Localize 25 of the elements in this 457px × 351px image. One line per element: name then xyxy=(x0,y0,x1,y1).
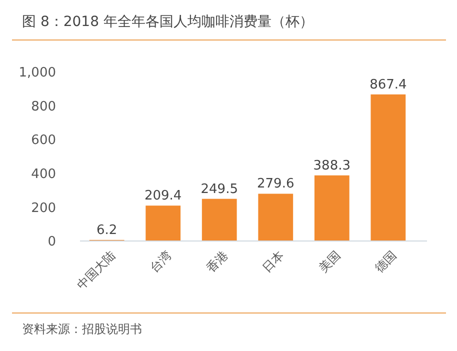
y-tick-label: 800 xyxy=(31,99,56,114)
data-label: 279.6 xyxy=(257,176,294,192)
y-tick-label: 1,000 xyxy=(18,66,56,81)
data-label: 6.2 xyxy=(96,222,118,238)
x-tick-label: 日本 xyxy=(260,248,287,276)
bar xyxy=(202,198,237,241)
bar xyxy=(314,175,350,241)
data-label: 209.4 xyxy=(144,188,182,204)
chart-title: 图 8：2018 年全年各国人均咖啡消费量（杯） xyxy=(22,14,314,30)
data-label: 249.5 xyxy=(200,182,238,197)
x-tick-label: 德国 xyxy=(372,248,400,276)
x-tick-label: 香港 xyxy=(204,248,230,276)
text: 资料来源：招股说明书 xyxy=(22,322,142,336)
bar xyxy=(146,206,181,241)
x-tick-label: 美国 xyxy=(316,248,343,276)
y-tick-label: 200 xyxy=(31,200,56,216)
x-tick-label: 中国大陆 xyxy=(74,248,118,292)
y-tick-label: 0 xyxy=(48,234,56,250)
data-label: 388.3 xyxy=(313,158,351,174)
x-tick-label: 台湾 xyxy=(147,248,174,276)
data-label: 867.4 xyxy=(370,77,407,92)
y-tick-label: 400 xyxy=(31,166,56,182)
y-tick-label: 600 xyxy=(31,133,56,148)
bar xyxy=(258,194,294,241)
bar xyxy=(370,94,406,241)
